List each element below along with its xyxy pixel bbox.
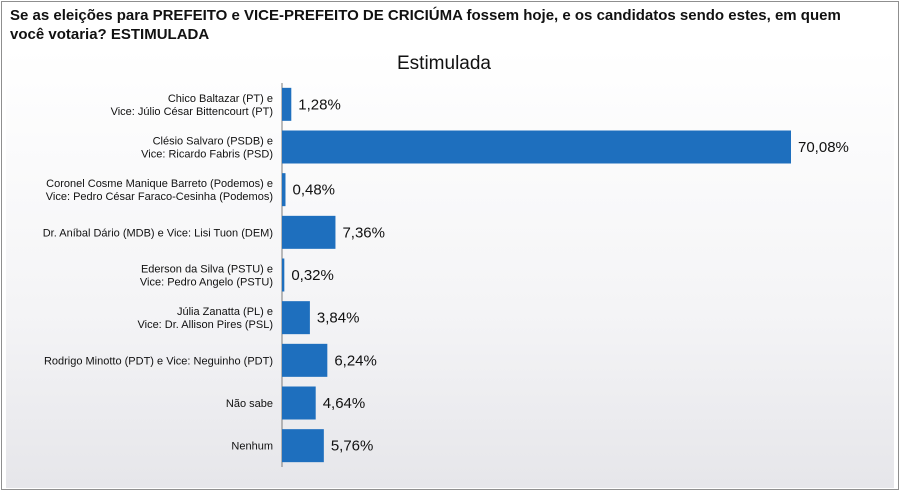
category-label-6-line-1: Júlia Zanatta (PL) e [177, 306, 273, 318]
category-label-8-line-1: Não sabe [226, 398, 273, 410]
data-label-7: 6,24% [334, 352, 377, 369]
category-label-6-line-2: Vice: Dr. Allison Pires (PSL) [137, 319, 273, 331]
category-label-1-line-1: Chico Baltazar (PT) e [168, 93, 273, 105]
category-label-3-line-1: Coronel Cosme Manique Barreto (Podemos) … [46, 178, 273, 190]
data-label-2: 70,08% [798, 139, 849, 156]
category-label-4-line-1: Dr. Aníbal Dário (MDB) e Vice: Lisi Tuon… [43, 227, 273, 239]
bar-7 [282, 343, 328, 377]
data-label-9: 5,76% [331, 438, 374, 455]
category-label-2-line-2: Vice: Ricardo Fabris (PSD) [141, 149, 273, 161]
chart-panel: Estimulada 1,28% Chico Baltazar (PT) e Vice… [6, 48, 894, 488]
bar-8 [282, 386, 316, 420]
data-label-1: 1,28% [298, 96, 341, 113]
category-label-2-line-1: Clésio Salvaro (PSDB) e [153, 136, 273, 148]
category-label-7-line-1: Rodrigo Minotto (PDT) e Vice: Neguinho (… [44, 355, 273, 367]
bar-9 [282, 429, 324, 463]
bar-2 [282, 130, 791, 164]
data-label-3: 0,48% [292, 182, 335, 199]
chart-title: Estimulada [397, 53, 491, 74]
data-label-8: 4,64% [323, 395, 366, 412]
category-label-1-line-2: Vice: Júlio César Bittencourt (PT) [111, 106, 273, 118]
bar-6 [282, 301, 310, 335]
survey-question: Se as eleições para PREFEITO e VICE-PREF… [10, 7, 841, 43]
category-label-5-line-2: Vice: Pedro Angelo (PSTU) [140, 277, 273, 289]
bar-1 [282, 87, 292, 121]
category-label-9-line-1: Nenhum [231, 441, 273, 453]
bar-4 [282, 215, 336, 249]
data-label-5: 0,32% [291, 267, 334, 284]
category-label-5-line-1: Ederson da Silva (PSTU) e [141, 264, 273, 276]
data-label-4: 7,36% [342, 224, 385, 241]
bar-5 [282, 258, 285, 292]
bar-3 [282, 173, 286, 207]
category-label-3-line-2: Vice: Pedro César Faraco-Cesinha (Podemo… [46, 191, 273, 203]
data-label-6: 3,84% [317, 310, 360, 327]
